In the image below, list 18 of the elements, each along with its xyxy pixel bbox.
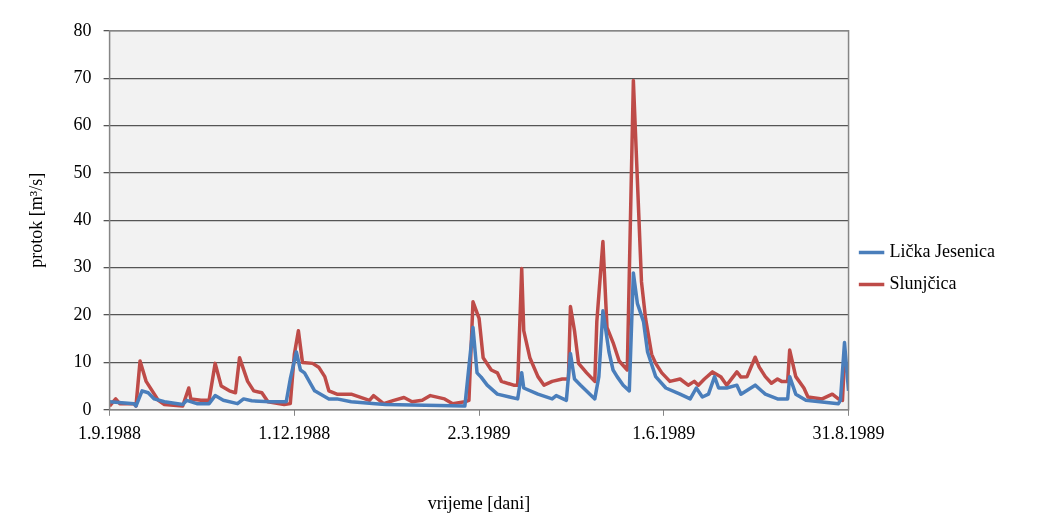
y-tick-label: 40 <box>73 209 92 230</box>
y-tick-label: 0 <box>82 398 92 419</box>
x-tick-label: 1.6.1989 <box>632 423 696 444</box>
y-tick-label: 60 <box>73 114 92 135</box>
x-tick-label: 31.8.1989 <box>812 423 885 444</box>
legend-label: Lička Jesenica <box>889 241 996 262</box>
y-tick-label: 80 <box>73 19 92 40</box>
x-axis-title: vrijeme [dani] <box>427 492 531 513</box>
x-tick-label: 2.3.1989 <box>447 423 511 444</box>
x-tick-label: 1.9.1988 <box>78 423 142 444</box>
y-axis-title: protok [m³/s] <box>25 172 46 268</box>
y-tick-label: 30 <box>73 256 92 277</box>
legend-label: Slunjčica <box>889 273 957 294</box>
y-tick-label: 50 <box>73 161 92 182</box>
y-tick-label: 70 <box>73 66 92 87</box>
x-tick-label: 1.12.1988 <box>258 423 331 444</box>
y-tick-label: 20 <box>73 303 92 324</box>
y-tick-label: 10 <box>73 351 92 372</box>
